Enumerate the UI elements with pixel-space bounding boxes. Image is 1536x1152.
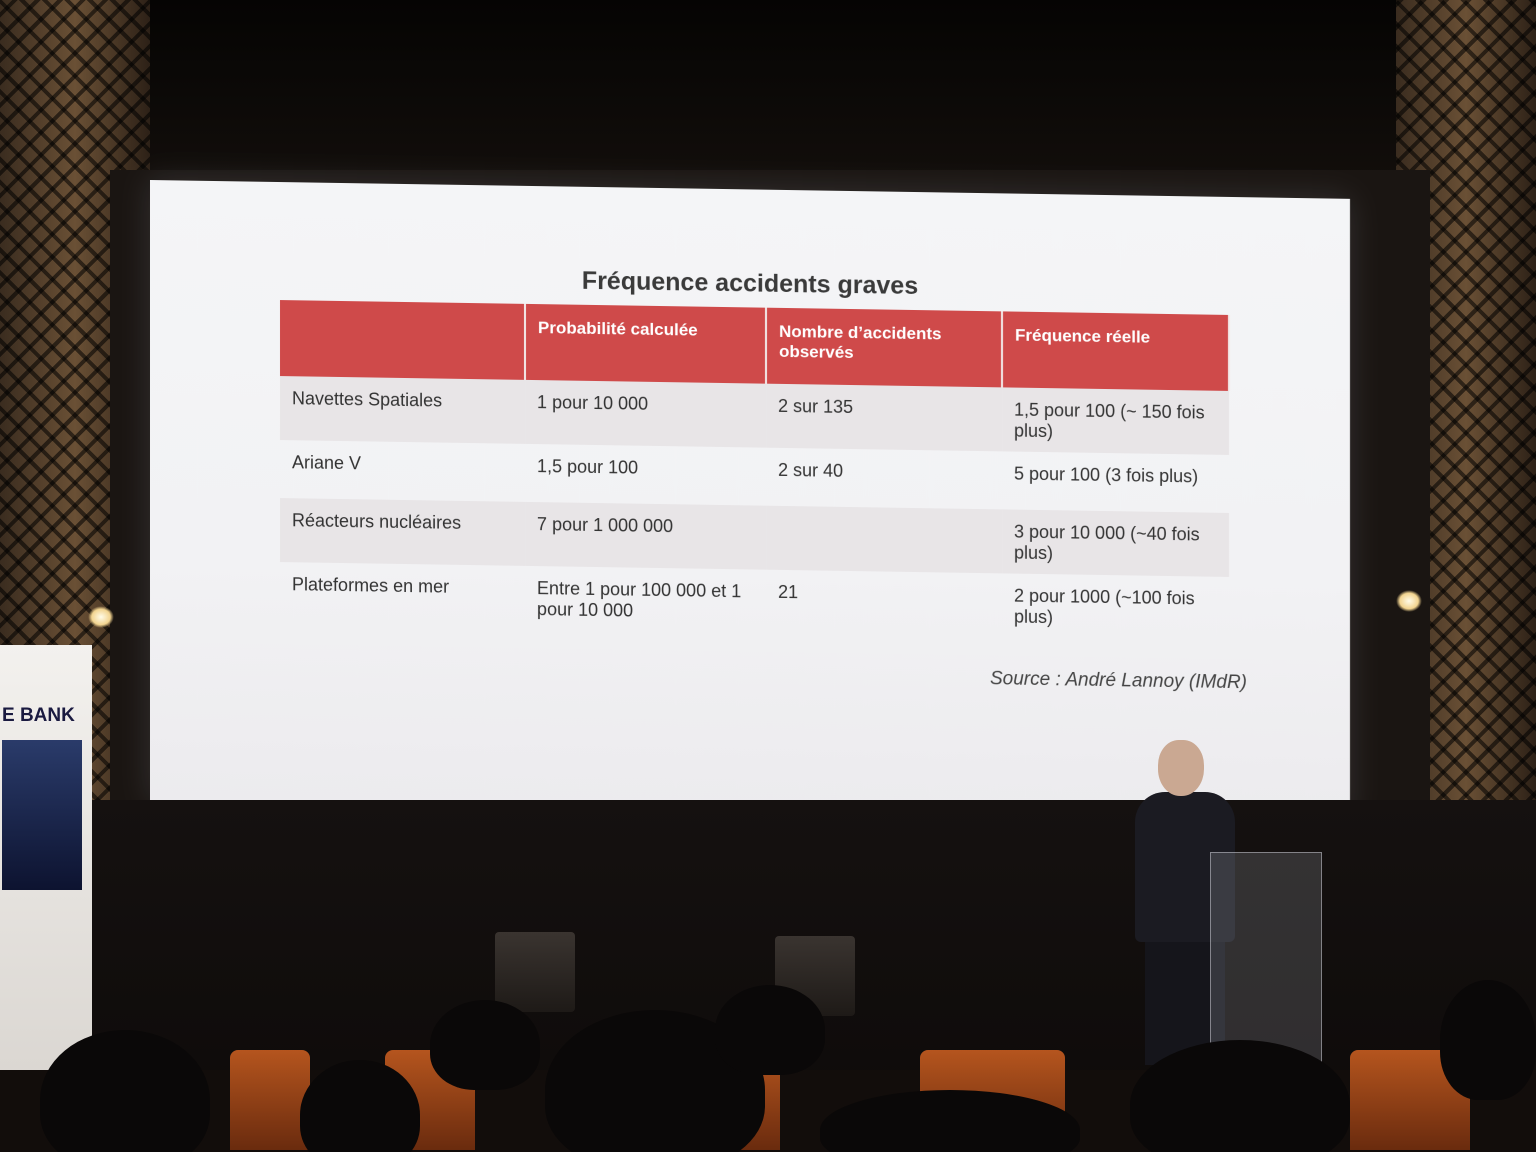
audience-head: [300, 1060, 420, 1152]
banner-photo: [2, 740, 82, 890]
table-cell: 2 sur 40: [778, 459, 844, 481]
seat: [230, 1050, 310, 1150]
row-label: Navettes Spatiales: [280, 376, 525, 444]
slide-source: Source : André Lannoy (IMdR): [990, 668, 1247, 694]
accidents-table: Probabilité calculée Nombre d’accidents …: [280, 300, 1230, 641]
stage-light: [1396, 590, 1422, 612]
table-cell: 21: [778, 581, 799, 603]
audience-head: [1440, 980, 1536, 1100]
header-cell: Nombre d’accidents observés: [766, 307, 1002, 388]
row-label: Réacteurs nucléaires: [280, 498, 525, 566]
table-cell: 1,5 pour 100: [537, 456, 639, 478]
glass-lectern: [1210, 852, 1322, 1064]
table-row: Plateformes en mer Entre 1 pour 100 000 …: [280, 562, 1229, 641]
stage-light: [88, 606, 114, 628]
table-cell: 2 pour 1000 (~100 fois plus): [1014, 585, 1195, 628]
row-label: Plateformes en mer: [292, 574, 450, 597]
projected-slide: Fréquence accidents graves Probabilité c…: [150, 180, 1350, 819]
table-cell: 7 pour 1 000 000: [525, 501, 766, 570]
table-cell: 5 pour 100 (3 fois plus): [1014, 463, 1199, 487]
speaker-body: [1135, 792, 1235, 942]
banner-text: E BANK: [2, 705, 75, 726]
table-cell: 2 sur 135: [766, 383, 1002, 452]
audience-head: [40, 1030, 210, 1152]
speaker-head: [1158, 740, 1204, 796]
header-cell: Fréquence réelle: [1002, 311, 1229, 391]
table-cell: 1,5 pour 100 (~ 150 fois plus): [1002, 387, 1229, 455]
row-label: Ariane V: [292, 452, 362, 474]
header-cell: Probabilité calculée: [525, 303, 766, 384]
audience-head: [1130, 1040, 1350, 1152]
header-cell: [280, 300, 525, 380]
ceiling: [0, 0, 1536, 180]
audience-head: [820, 1090, 1080, 1152]
table-cell: 3 pour 10 000 (~40 fois plus): [1002, 509, 1229, 577]
audience-head: [715, 985, 825, 1075]
audience-head: [430, 1000, 540, 1090]
table-cell: 1 pour 10 000: [525, 379, 766, 448]
table-cell: [766, 505, 1002, 574]
table-cell: Entre 1 pour 100 000 et 1 pour 10 000: [537, 578, 742, 621]
stage-chair: [495, 932, 575, 1012]
